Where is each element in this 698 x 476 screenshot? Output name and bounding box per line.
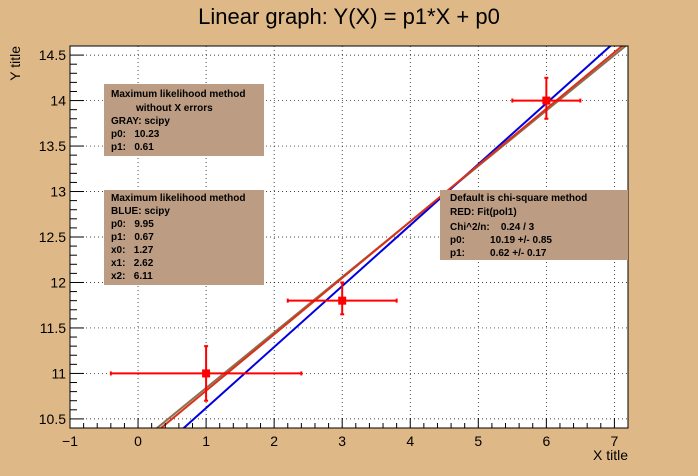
red-box-line-3: Chi^2/n: 0.24 / 3: [450, 222, 535, 233]
gray-box-line-1: Maximum likelihood method: [111, 89, 245, 100]
red-box-line-1: Default is chi-square method: [450, 193, 587, 204]
gray-box-background: [104, 84, 264, 156]
data-point-marker: [202, 369, 211, 378]
scipy-blue-line: [182, 46, 612, 428]
y-tick-label-6: 13.5: [39, 138, 66, 154]
blue-box-line-4: p1: 0.67: [111, 232, 154, 243]
x-tick-label-7: 6: [542, 433, 550, 449]
red-box-background: [440, 190, 628, 260]
annotations: Maximum likelihood method without X erro…: [104, 84, 628, 285]
red-box-line-2: RED: Fit(pol1): [450, 207, 517, 218]
y-tick-label-2: 11.5: [40, 320, 66, 336]
x-tick-label-3: 2: [270, 433, 278, 449]
y-tick-label-5: 13: [50, 184, 66, 200]
x-axis-label: X title: [593, 447, 628, 463]
blue-box-line-3: p0: 9.95: [111, 219, 154, 230]
blue-box-annotation: Maximum likelihood method BLUE: scipy p0…: [104, 190, 264, 285]
y-tick-label-0: 10.5: [39, 411, 66, 427]
blue-box-line-7: x2: 6.11: [111, 271, 153, 282]
gray-box-line-5: p1: 0.61: [111, 142, 154, 153]
gray-box-line-3: GRAY: scipy: [111, 116, 170, 127]
x-tick-label-5: 4: [406, 433, 414, 449]
x-tick-label-0: −1: [62, 433, 78, 449]
data-points: [109, 76, 582, 402]
data-point-marker: [338, 296, 347, 305]
x-tick-label-6: 5: [474, 433, 482, 449]
red-box-line-5: p1: 0.62 +/- 0.17: [450, 248, 547, 259]
y-tick-label-7: 14: [50, 93, 66, 109]
fit-red-line: [159, 46, 624, 428]
x-tick-label-4: 3: [338, 433, 346, 449]
gray-box-line-2: without X errors: [135, 103, 213, 114]
y-tick-label-1: 11: [51, 365, 66, 381]
y-tick-label-8: 14.5: [39, 47, 66, 63]
red-box-annotation: Default is chi-square method RED: Fit(po…: [440, 190, 628, 260]
blue-box-line-5: x0: 1.27: [111, 245, 154, 256]
blue-box-background: [104, 190, 264, 285]
data-point-2: [286, 281, 398, 316]
gray-box-annotation: Maximum likelihood method without X erro…: [104, 84, 264, 156]
x-tick-label-1: 0: [134, 433, 142, 449]
red-box-line-4: p0: 10.19 +/- 0.85: [450, 235, 552, 246]
data-point-1: [109, 345, 303, 402]
y-tick-label-3: 12: [50, 274, 66, 290]
y-tick-label-4: 12.5: [39, 229, 66, 245]
fit-lines: [155, 46, 628, 428]
x-tick-label-2: 1: [202, 433, 210, 449]
y-axis-label: Y title: [7, 46, 23, 81]
data-point-marker: [542, 96, 551, 105]
chart-title: Linear graph: Y(X) = p1*X + p0: [198, 4, 500, 29]
x-tick-label-8: 7: [610, 433, 618, 449]
blue-box-line-6: x1: 2.62: [111, 258, 154, 269]
blue-box-line-2: BLUE: scipy: [111, 206, 170, 217]
data-point-3: [511, 76, 582, 120]
blue-box-line-1: Maximum likelihood method: [111, 193, 245, 204]
gray-box-line-4: p0: 10.23: [111, 129, 160, 140]
